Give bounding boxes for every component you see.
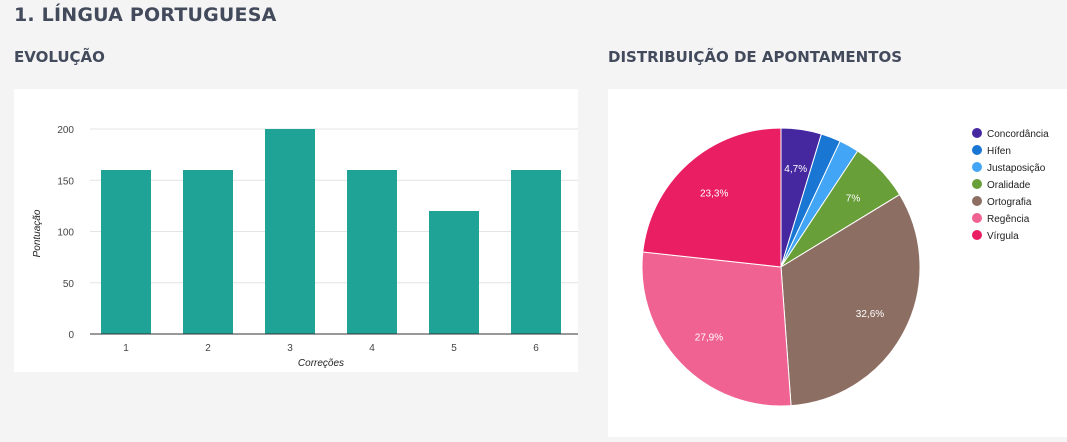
- section-title: 1. LÍNGUA PORTUGUESA: [14, 4, 277, 26]
- bar: [429, 211, 479, 334]
- evolution-chart-card: 0 50 100 150 200 1 2 3 4 5 6 Correções Pontuação: [14, 89, 578, 372]
- y-axis-title: Pontuação: [32, 209, 43, 257]
- legend-label: Regência: [987, 214, 1030, 225]
- pie-slice: [642, 127, 782, 268]
- y-tick-label: 0: [68, 330, 74, 341]
- legend-marker: [972, 213, 982, 223]
- slice-label: 7%: [846, 194, 861, 205]
- pie-slice: [641, 251, 792, 407]
- legend-marker: [972, 145, 982, 155]
- legend-marker: [972, 230, 982, 240]
- distribution-title: DISTRIBUIÇÃO DE APONTAMENTOS: [608, 48, 903, 66]
- legend-marker: [972, 128, 982, 138]
- evolution-bar-chart: 0 50 100 150 200 1 2 3 4 5 6 Correções Pontuação: [32, 125, 578, 369]
- x-tick-label: 3: [287, 343, 293, 354]
- legend-marker: [972, 196, 982, 206]
- bar: [511, 170, 561, 334]
- bar: [347, 170, 397, 334]
- slice-label: 32,6%: [856, 309, 884, 320]
- legend-marker: [972, 162, 982, 172]
- x-tick-label: 2: [205, 343, 211, 354]
- distribution-pie-chart: 4,7% 7% 32,6% 27,9% 23,3% Concordância Hífen J…: [641, 127, 1049, 407]
- legend-label: Concordância: [987, 129, 1049, 140]
- legend-label: Hífen: [987, 146, 1011, 157]
- legend-label: Oralidade: [987, 180, 1031, 191]
- legend-label: Ortografia: [987, 197, 1032, 208]
- evolution-title: EVOLUÇÃO: [14, 48, 105, 66]
- y-tick-label: 200: [57, 125, 74, 136]
- x-tick-label: 6: [533, 343, 539, 354]
- distribution-chart-card: 4,7% 7% 32,6% 27,9% 23,3% Concordância Hífen J…: [608, 89, 1067, 437]
- bar: [265, 129, 315, 334]
- y-tick-label: 50: [63, 279, 75, 290]
- legend-label: Justaposição: [987, 163, 1046, 174]
- legend-marker: [972, 179, 982, 189]
- bar: [183, 170, 233, 334]
- x-axis-title: Correções: [298, 358, 344, 369]
- x-tick-label: 5: [451, 343, 457, 354]
- y-tick-label: 150: [57, 176, 74, 187]
- slice-label: 27,9%: [695, 332, 723, 343]
- pie-slice: [780, 193, 921, 407]
- bar: [101, 170, 151, 334]
- x-tick-label: 1: [123, 343, 129, 354]
- x-tick-label: 4: [369, 343, 375, 354]
- slice-label: 23,3%: [700, 189, 728, 200]
- y-tick-label: 100: [57, 228, 74, 239]
- legend-label: Vírgula: [987, 231, 1019, 242]
- slice-label: 4,7%: [784, 164, 807, 175]
